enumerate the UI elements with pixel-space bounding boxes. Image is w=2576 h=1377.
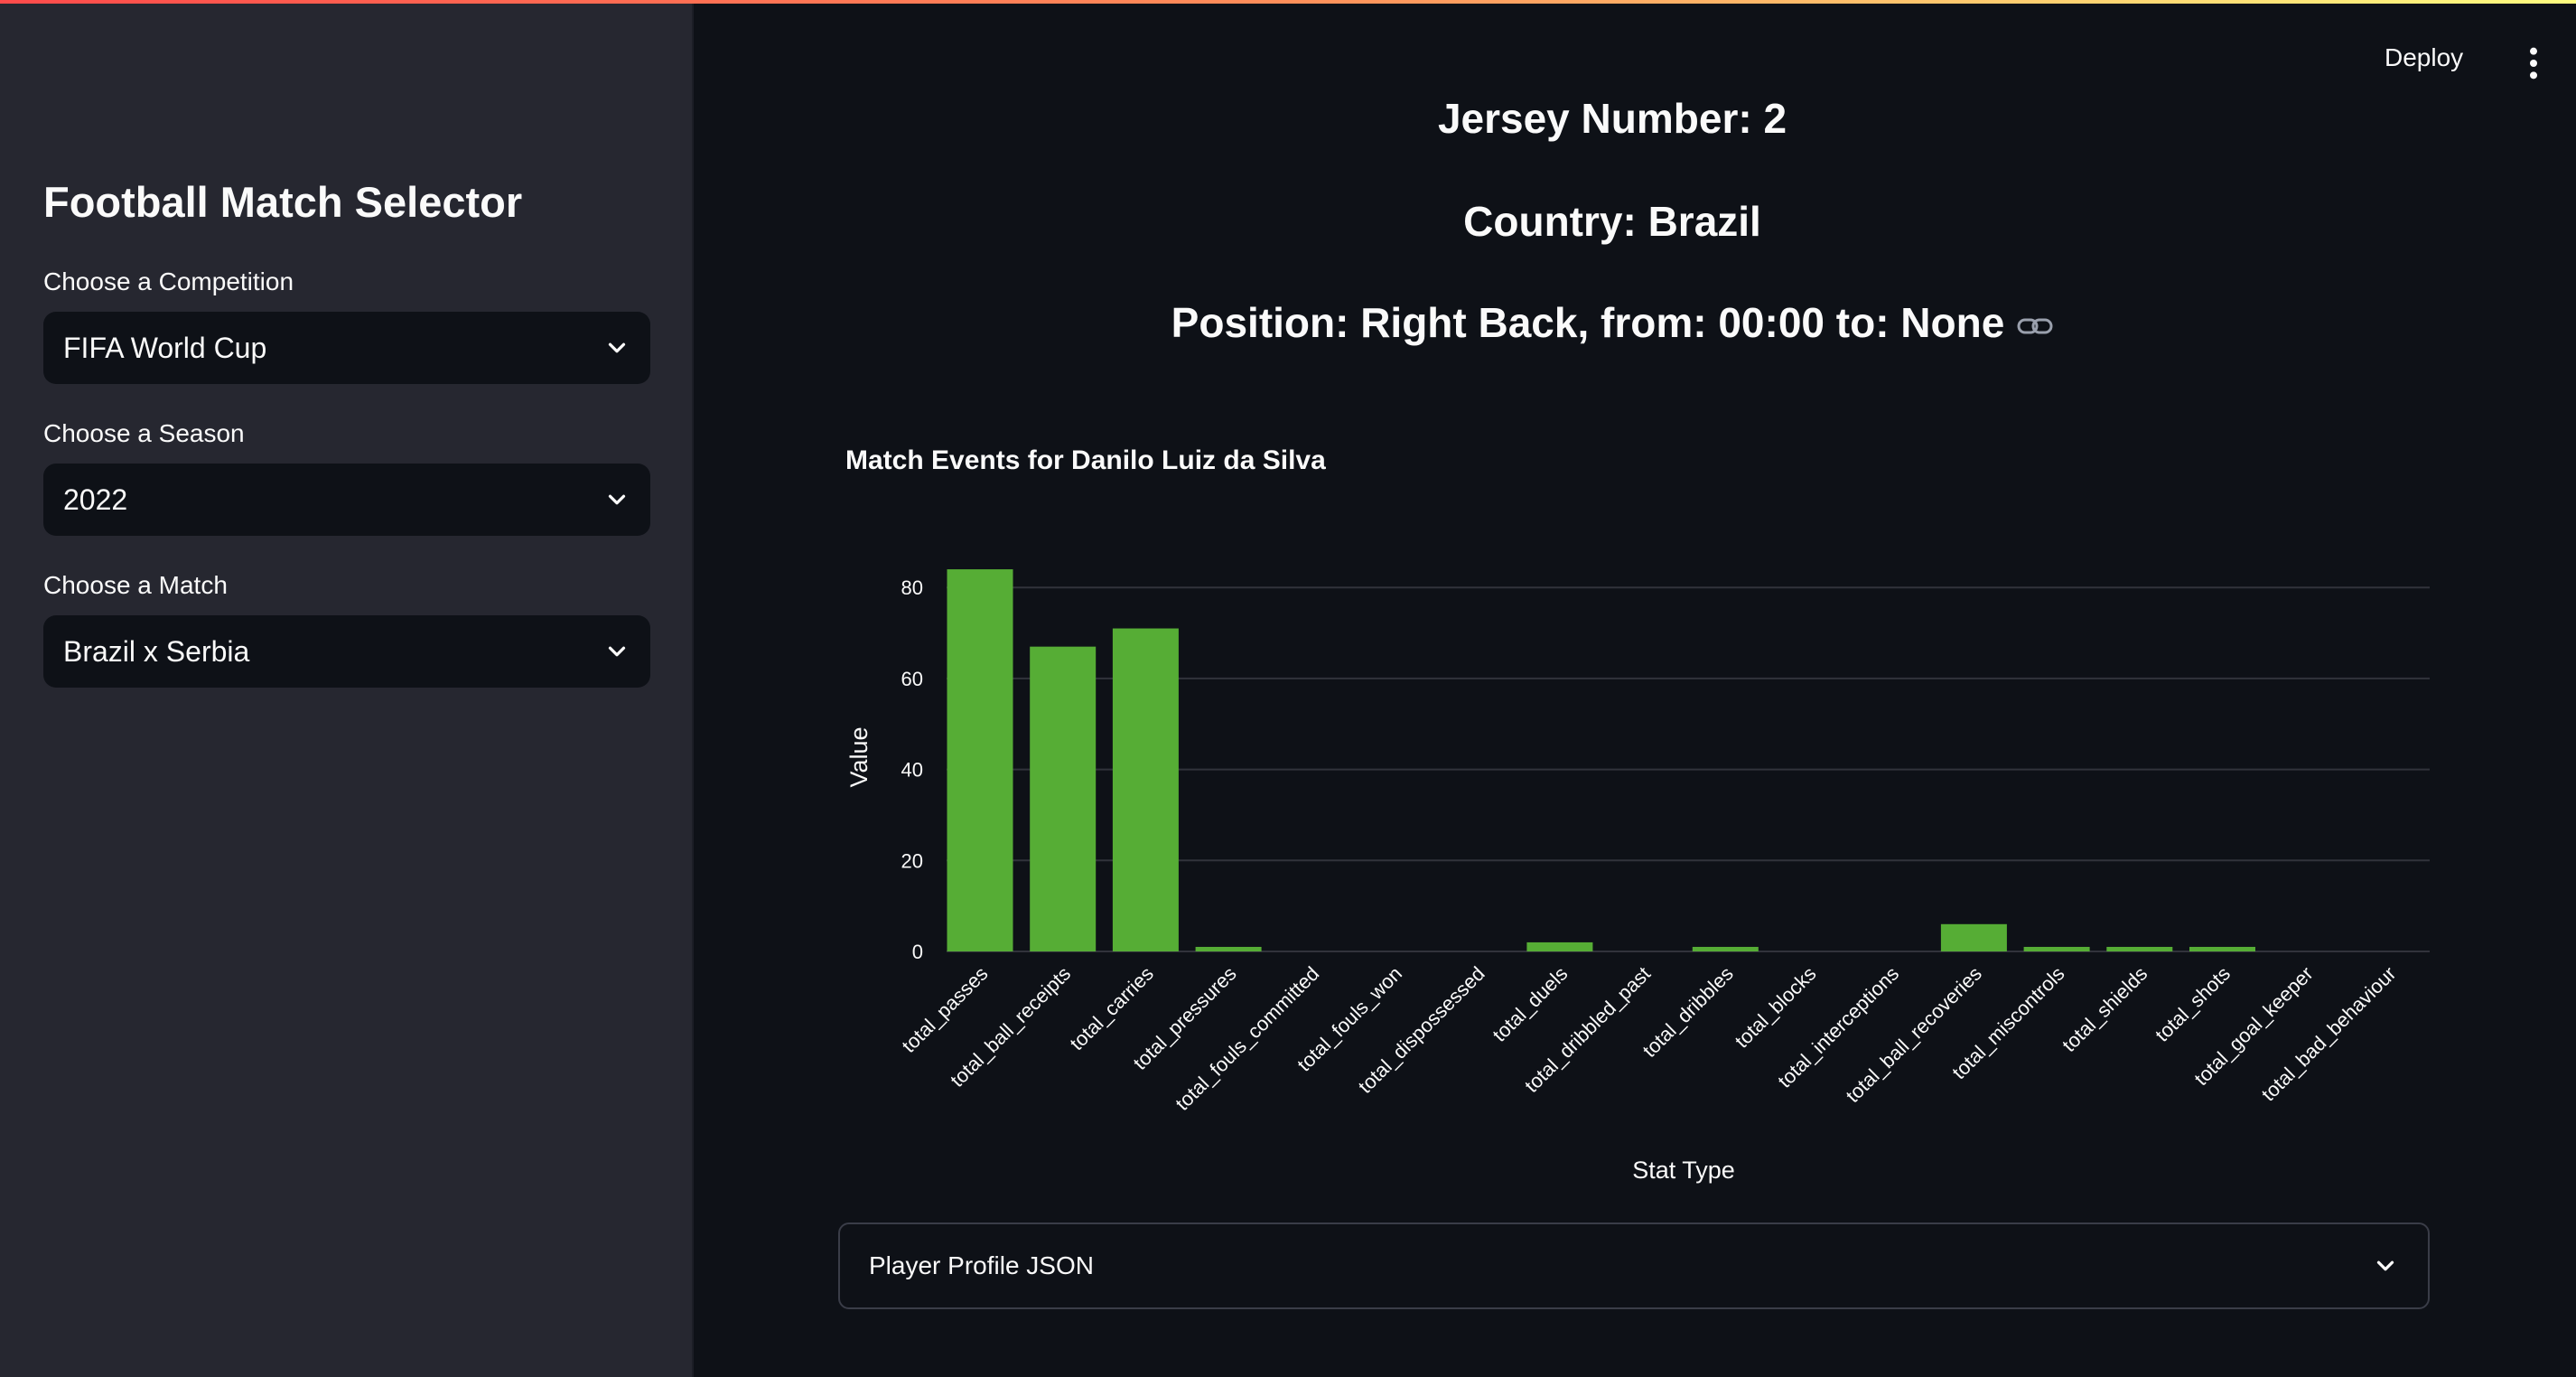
position-heading: Position: Right Back, from: 00:00 to: No…	[840, 298, 2385, 347]
position-text: Position: Right Back, from: 00:00 to: No…	[1171, 299, 2005, 346]
bar-total-shields[interactable]	[2106, 946, 2173, 951]
competition-label: Choose a Competition	[43, 267, 294, 295]
sidebar-title: Football Match Selector	[43, 178, 523, 226]
season-value: 2022	[63, 482, 128, 516]
season-select[interactable]: 2022	[43, 464, 650, 536]
chevron-down-icon	[2376, 1260, 2394, 1271]
y-tick-label: 40	[901, 759, 923, 782]
bar-total-ball-recoveries[interactable]	[1940, 923, 2007, 951]
competition-select[interactable]: FIFA World Cup	[43, 312, 650, 384]
x-tick-label: total_blocks	[1731, 962, 1821, 1053]
x-axis-label: Stat Type	[1632, 1157, 1735, 1184]
link-icon[interactable]	[2017, 315, 2053, 337]
x-tick-label: total_shots	[2151, 962, 2235, 1046]
bar-total-passes[interactable]	[947, 569, 1013, 951]
y-tick-label: 80	[901, 576, 923, 599]
match-value: Brazil x Serbia	[63, 634, 250, 668]
y-axis-label: Value	[845, 726, 873, 787]
match-label: Choose a Match	[43, 571, 228, 599]
season-label: Choose a Season	[43, 419, 245, 447]
bar-total-miscontrols[interactable]	[2023, 946, 2090, 951]
expander-label: Player Profile JSON	[869, 1251, 1094, 1279]
bar-total-dribbles[interactable]	[1692, 946, 1759, 951]
y-tick-label: 0	[912, 941, 923, 963]
bar-total-carries[interactable]	[1112, 628, 1179, 951]
chevron-down-icon	[608, 494, 626, 505]
x-tick-label: total_fouls_committed	[1171, 962, 1323, 1115]
x-tick-label: total_carries	[1066, 962, 1158, 1054]
y-tick-label: 20	[901, 849, 923, 872]
competition-value: FIFA World Cup	[63, 331, 267, 364]
x-tick-label: total_ball_recoveries	[1842, 962, 1986, 1107]
bar-total-pressures[interactable]	[1195, 946, 1262, 951]
country-heading: Country: Brazil	[1463, 198, 1761, 245]
x-tick-label: total_bad_behaviour	[2257, 962, 2401, 1106]
match-select[interactable]: Brazil x Serbia	[43, 615, 650, 688]
deploy-button[interactable]: Deploy	[2385, 43, 2464, 71]
bar-total-shots[interactable]	[2189, 946, 2255, 951]
x-tick-label: total_shields	[2058, 962, 2151, 1056]
bar-total-ball-receipts[interactable]	[1030, 646, 1097, 951]
kebab-menu-icon[interactable]	[2520, 45, 2547, 81]
chart-title: Match Events for Danilo Luiz da Silva	[845, 445, 1326, 475]
x-tick-label: total_duels	[1489, 962, 1573, 1046]
y-tick-label: 60	[901, 668, 923, 690]
jersey-number-heading: Jersey Number: 2	[1437, 95, 1787, 142]
bar-total-duels[interactable]	[1526, 941, 1593, 951]
top-accent-line	[0, 0, 2576, 4]
chevron-down-icon	[608, 342, 626, 353]
chevron-down-icon	[608, 646, 626, 657]
player-profile-json-expander[interactable]: Player Profile JSON	[838, 1222, 2430, 1309]
match-events-chart: Match Events for Danilo Luiz da Silva 0 2…	[845, 445, 2430, 1184]
sidebar: Football Match Selector Choose a Competi…	[0, 0, 694, 1377]
